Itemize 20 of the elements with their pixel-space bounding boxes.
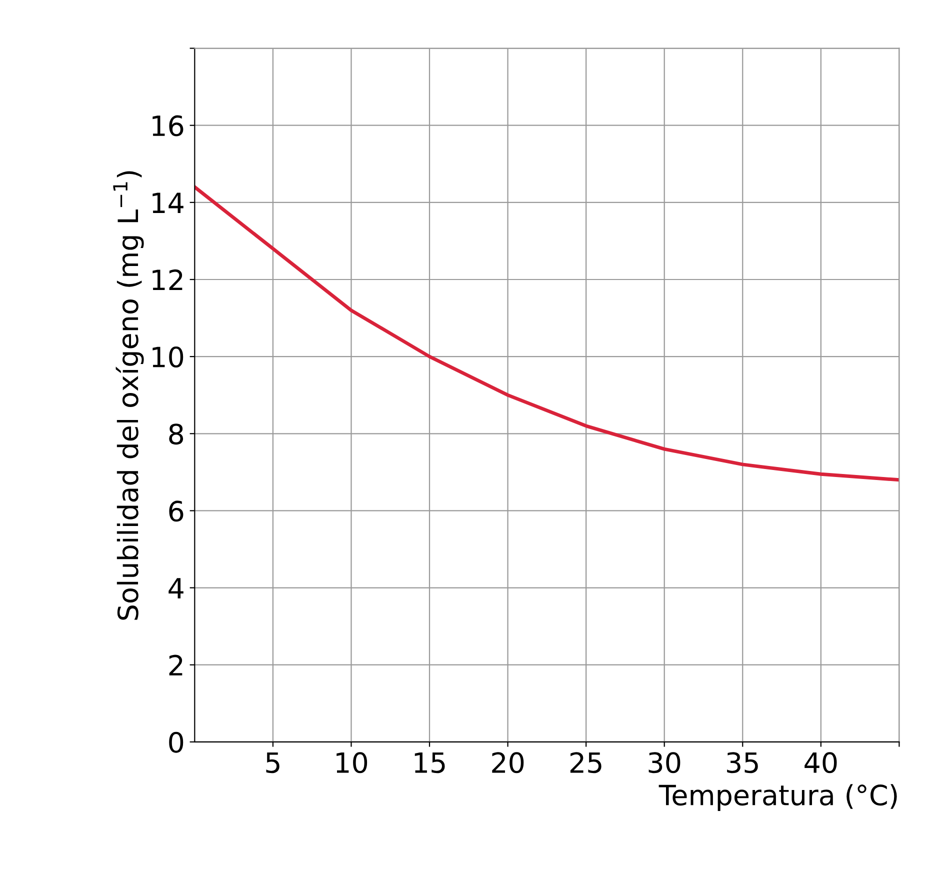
x-tick-label: 25: [570, 752, 602, 774]
y-tick-label: 12: [152, 269, 182, 290]
x-tick-label: 35: [727, 752, 758, 774]
y-tick-label: 14: [152, 192, 184, 213]
x-tick-label: 5: [266, 752, 280, 774]
x-tick-label: 15: [414, 752, 445, 774]
y-tick-label: 16: [152, 115, 184, 136]
y-tick-label: 4: [168, 578, 184, 598]
y-tick-label: 0: [169, 732, 184, 753]
y-tick-label: 10: [152, 346, 184, 368]
x-axis-title: Temperatura (°C): [658, 784, 897, 811]
y-tick-label: 2: [169, 654, 182, 676]
line-series: [194, 185, 900, 482]
x-tick-label: 40: [804, 752, 837, 774]
y-tick-label: 6: [169, 500, 184, 522]
x-tick-label: 20: [492, 752, 524, 774]
y-tick-label: 8: [169, 424, 184, 445]
x-tick-label: 30: [648, 752, 680, 774]
y-axis-title: Solubilidad del oxígeno (mg L$^{−1}$): [113, 171, 144, 620]
x-tick-label: 10: [336, 752, 368, 774]
